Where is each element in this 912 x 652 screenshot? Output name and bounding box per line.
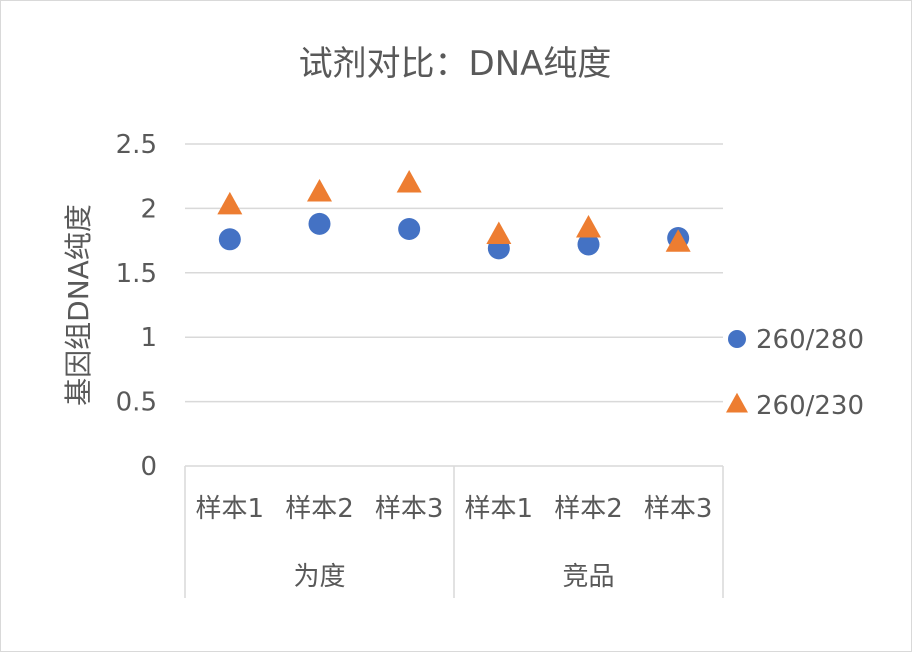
legend-label: 260/230 bbox=[756, 391, 864, 421]
y-tick-label: 0.5 bbox=[116, 388, 157, 418]
point-260-230 bbox=[217, 191, 243, 215]
point-260-230 bbox=[396, 169, 422, 193]
y-tick-label: 2.5 bbox=[116, 130, 157, 160]
legend-entry: 260/230 bbox=[726, 391, 864, 421]
legend-marker bbox=[728, 330, 746, 348]
y-tick-label: 0 bbox=[140, 452, 157, 482]
point-260-230 bbox=[576, 215, 601, 238]
y-tick-label: 1.5 bbox=[116, 259, 157, 289]
point-260-280 bbox=[398, 218, 421, 241]
chart-title: 试剂对比：DNA纯度 bbox=[299, 44, 612, 84]
legend: 260/280 260/230 bbox=[726, 325, 864, 421]
x-group-label: 竞品 bbox=[562, 562, 614, 592]
x-group-label: 为度 bbox=[293, 562, 345, 592]
legend-marker bbox=[726, 392, 748, 413]
x-tick-label: 样本1 bbox=[196, 494, 265, 524]
y-tick-label: 2 bbox=[140, 194, 157, 224]
point-260-280 bbox=[577, 233, 600, 256]
x-tick-label: 样本1 bbox=[465, 494, 534, 524]
x-tick-label: 样本2 bbox=[554, 494, 623, 524]
legend-label: 260/280 bbox=[756, 325, 864, 355]
y-axis-label: 基因组DNA纯度 bbox=[62, 204, 95, 406]
axis-layer: 0 0.5 1 1.5 2 2.5 样本1 样本2 样本3 样本1 样本2 样本3 为度 竞品 bbox=[116, 130, 724, 598]
point-260-280 bbox=[308, 212, 331, 235]
mark-layer bbox=[217, 169, 691, 260]
point-260-230 bbox=[486, 221, 512, 244]
x-tick-label: 样本2 bbox=[285, 494, 354, 524]
legend-entry: 260/280 bbox=[728, 325, 864, 355]
point-260-230 bbox=[307, 178, 332, 202]
x-tick-label: 样本3 bbox=[644, 494, 713, 524]
x-tick-label: 样本3 bbox=[375, 494, 444, 524]
point-260-230 bbox=[665, 229, 691, 252]
point-260-280 bbox=[218, 228, 241, 251]
grid-layer bbox=[185, 143, 723, 403]
y-tick-label: 1 bbox=[140, 323, 157, 353]
